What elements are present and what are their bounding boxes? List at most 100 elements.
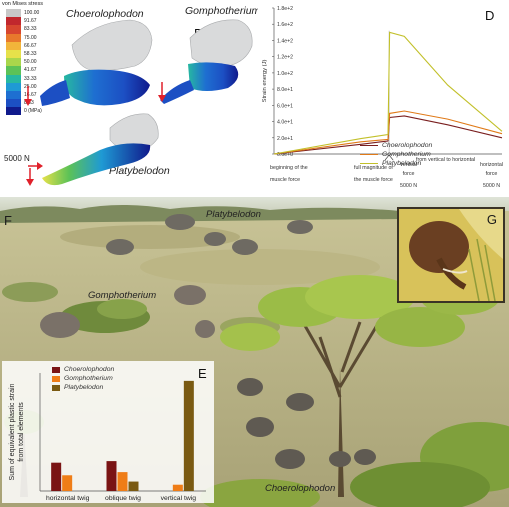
scale-swatch [6, 33, 21, 42]
fea-panel: von Mises stress 100.00 91.67 83.33 75.00 66… [0, 0, 261, 195]
bar-gomphotherium [117, 472, 128, 491]
y-tick-label: 1.6e+2 [277, 22, 293, 28]
scale-value: 50.00 [24, 59, 37, 66]
scale-value: 25.00 [24, 83, 37, 90]
legend-gomphotherium: Gomphotherium [360, 150, 432, 159]
scale-value: 75.00 [24, 34, 37, 41]
x-label-vertical: vertical force 5000 N [400, 162, 418, 189]
bar-platybelodon [183, 380, 194, 491]
scene-label-platybelodon: Platybelodon [206, 209, 261, 220]
skull-b [158, 19, 253, 104]
scale-step: 91.67 [6, 17, 42, 26]
scale-step: 50.00 [6, 58, 42, 67]
x-label-transition: from vertical to horizontal [416, 157, 476, 163]
bar-y-label-1: Sum of equivalent plastic strain [9, 383, 16, 480]
scene-label-choerolophodon: Choerolophodon [265, 483, 336, 494]
inset-g: G [397, 207, 505, 303]
x-label-mid: full magnitude of the muscle force [354, 165, 393, 183]
scale-step: 41.67 [6, 66, 42, 75]
bar-legend-gomphotherium: Gomphotherium [52, 374, 114, 383]
bar-platybelodon [128, 481, 139, 491]
strain-energy-panel: D 0.0e+0 2.0e+1 4.0e+1 6.0e+1 8.0e+1 1.0e+2 1.… [258, 0, 509, 195]
scale-swatch [6, 99, 21, 108]
scale-value: 83.33 [24, 26, 37, 33]
bar-choerolophodon [106, 461, 117, 491]
y-tick-label: 2.0e+1 [277, 136, 293, 142]
plastic-strain-panel: E Choerolophodon Gomphotherium Platybelo… [2, 361, 214, 503]
chart-legend: Choerolophodon Gomphotherium Platybelodo… [360, 141, 432, 168]
bar-category-label: vertical twig [161, 495, 197, 502]
y-tick-label: 1.0e+2 [277, 71, 293, 77]
specimen-b-name: Gomphotherium [185, 5, 261, 17]
scale-value: 100.00 [24, 10, 40, 16]
plastic-strain-chart: Sum of equivalent plastic strain from tot… [9, 373, 206, 502]
skull-illustrations [24, 19, 253, 186]
panel-d-letter: D [485, 8, 495, 23]
scale-step: 16.67 [6, 90, 42, 100]
bar-category-label: oblique twig [105, 495, 141, 502]
stress-scale-title: von Mises stress [2, 1, 43, 7]
scale-value: 41.67 [24, 67, 37, 74]
y-tick-label: 0.0e+0 [277, 152, 293, 158]
legend-choerolophodon: Choerolophodon [360, 141, 432, 150]
force-switch-arrow [384, 154, 394, 161]
y-tick-label: 4.0e+1 [277, 120, 293, 126]
landscape-illustration: F Platybelodon Gomphotherium Choerolopho… [0, 197, 509, 507]
bar-y-label-2: from total elements [18, 402, 25, 462]
x-label-horizontal: horizontal force 5000 N [480, 162, 503, 189]
bar-gomphotherium [172, 484, 183, 491]
scale-step: 58.33 [6, 49, 42, 59]
scale-step: 75.00 [6, 33, 42, 42]
skull-c [26, 113, 159, 186]
series-line-platybelodon [273, 31, 503, 155]
y-tick-label: 6.0e+1 [277, 103, 293, 109]
scale-swatch [6, 58, 21, 67]
scale-step: 100.00 [6, 9, 42, 18]
bar-legend-platybelodon: Platybelodon [52, 383, 114, 392]
scale-value: 91.67 [24, 18, 37, 25]
scale-step: 33.33 [6, 74, 42, 83]
panel-e-letter: E [198, 366, 207, 381]
scale-value: 33.33 [24, 75, 37, 82]
force-label: 5000 N [4, 154, 30, 163]
scale-swatch [6, 107, 21, 116]
specimen-a-name: Choerolophodon [66, 8, 144, 20]
skull-a [24, 19, 153, 106]
scale-value: 58.33 [24, 50, 37, 57]
bar-category-label: horizontal twig [46, 495, 90, 502]
scale-value: 16.67 [24, 91, 37, 98]
inset-g-art [399, 209, 503, 301]
scale-swatch [6, 66, 21, 75]
scale-step: 0 (MPa) [6, 107, 42, 116]
y-axis-label: Strain energy (J) [262, 60, 268, 103]
bar-gomphotherium [62, 475, 73, 491]
scale-swatch [6, 82, 21, 91]
y-tick-label: 8.0e+1 [277, 87, 293, 93]
stress-color-scale: 100.00 91.67 83.33 75.00 66.67 58.33 50.00 41.6… [6, 9, 42, 116]
scale-value: 0 (MPa) [24, 108, 42, 115]
y-tick-label: 1.4e+2 [277, 38, 293, 44]
scale-swatch [6, 17, 21, 26]
specimen-c-name: Platybelodon [109, 165, 170, 177]
scale-step: 66.67 [6, 41, 42, 50]
scene-label-gomphotherium: Gomphotherium [88, 290, 157, 301]
bar-legend: Choerolophodon Gomphotherium Platybelodo… [52, 365, 114, 392]
y-tick-label: 1.8e+2 [277, 6, 293, 12]
panel-f-letter: F [4, 213, 12, 228]
scale-swatch [6, 41, 21, 50]
scale-swatch [6, 74, 21, 83]
scale-value: 66.67 [24, 42, 37, 49]
y-tick-label: 1.2e+2 [277, 55, 293, 61]
scale-step: 25.00 [6, 82, 42, 91]
panel-g-letter: G [486, 212, 497, 227]
series-line-gomphotherium [273, 110, 503, 155]
scale-step: 83.33 [6, 25, 42, 34]
x-label-start: beginning of the muscle force [270, 165, 308, 183]
legend-platybelodon: Platybelodon [360, 159, 432, 168]
bar-legend-choerolophodon: Choerolophodon [52, 365, 114, 374]
strain-energy-chart: 0.0e+0 2.0e+1 4.0e+1 6.0e+1 8.0e+1 1.0e+2 1.2e… [262, 6, 503, 161]
scale-swatch [6, 49, 21, 59]
scale-swatch [6, 25, 21, 34]
bar-choerolophodon [51, 462, 62, 491]
scale-swatch [6, 9, 21, 18]
